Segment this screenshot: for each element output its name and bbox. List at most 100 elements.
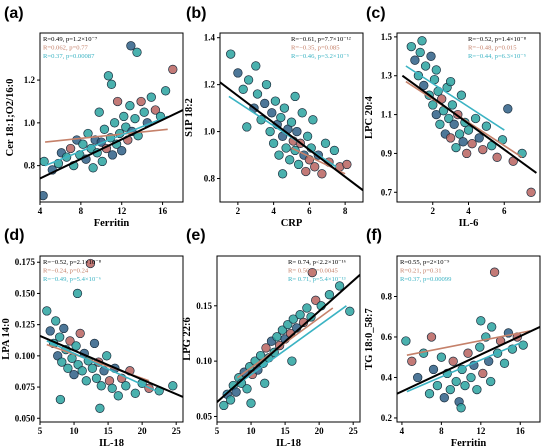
data-point [286, 117, 297, 127]
data-point [225, 395, 236, 405]
y-axis-label: LPG 22:6 [182, 317, 193, 360]
data-point [503, 104, 513, 114]
x-tick-label: 2 [236, 206, 241, 216]
data-point [103, 71, 114, 81]
data-point [445, 384, 455, 395]
x-tick-label: 16 [158, 206, 168, 216]
data-point [260, 98, 270, 109]
x-axis-label: Ferritin [94, 218, 130, 229]
y-tick-label: 0.7 [381, 187, 393, 197]
data-point [307, 267, 317, 278]
data-point [55, 394, 66, 405]
data-point [295, 310, 305, 320]
regression-line-female [406, 330, 531, 356]
data-point [407, 356, 417, 366]
data-point [451, 142, 461, 153]
data-point [168, 64, 178, 75]
data-point [297, 108, 307, 118]
data-point [251, 61, 261, 71]
data-point [274, 150, 284, 160]
data-point [281, 143, 291, 153]
x-tick-label: 10 [70, 426, 80, 436]
data-point [424, 389, 435, 399]
data-point [121, 381, 131, 391]
data-point [444, 113, 454, 124]
y-tick-label: 1.0 [24, 118, 36, 128]
x-tick-label: 20 [315, 426, 325, 436]
regression-line-all [401, 74, 537, 174]
data-point [481, 121, 492, 131]
data-point [432, 380, 443, 391]
stat-annotation: R=−0.24, p=0.24 [43, 268, 89, 275]
x-tick-label: 8 [79, 206, 84, 216]
data-point [160, 86, 171, 96]
stat-annotation: R=0.062, p=0.77 [43, 45, 89, 52]
data-point [168, 381, 178, 391]
regression-line-male [405, 65, 505, 131]
data-point [119, 111, 129, 122]
data-point [329, 145, 340, 156]
x-tick-label: 6 [307, 206, 312, 216]
data-point [243, 75, 254, 85]
data-point [290, 91, 300, 102]
data-point [518, 340, 528, 350]
data-point [107, 383, 117, 393]
panel-letter: (d) [4, 227, 24, 244]
data-point [42, 306, 52, 316]
data-point [445, 76, 456, 87]
data-point [476, 316, 486, 326]
stat-annotation: R=0.37, p=0.00087 [43, 53, 95, 60]
plot-frame [216, 255, 361, 423]
y-tick-label: 0.100 [15, 351, 36, 361]
x-tick-label: 5 [215, 426, 220, 436]
data-point [87, 363, 98, 373]
data-point [487, 322, 497, 332]
x-axis-label: CRP [281, 218, 303, 229]
data-point [499, 358, 510, 368]
x-axis-label: IL-18 [99, 438, 124, 446]
data-point [324, 290, 335, 300]
data-point [470, 113, 481, 124]
y-axis-label: TG 18:0_58:7 [364, 308, 375, 370]
y-axis-label: Cer 18:1;O2/16:0 [5, 79, 16, 157]
data-point [415, 47, 425, 58]
x-tick-label: 8 [343, 206, 348, 216]
data-point [279, 103, 290, 113]
data-point [150, 105, 161, 115]
panel-letter: (a) [4, 5, 24, 22]
data-point [75, 328, 85, 339]
data-point [486, 376, 496, 387]
regression-line-male [46, 340, 157, 392]
data-point [233, 68, 243, 78]
data-point [456, 403, 466, 413]
panel-letter: (f) [366, 227, 382, 244]
y-tick-label: 0.075 [15, 382, 36, 392]
regression-line-male [223, 305, 347, 395]
x-axis-label: IL-6 [459, 218, 479, 229]
y-tick-label: 0.4 [381, 372, 393, 382]
data-point [130, 388, 140, 398]
x-tick-label: 16 [516, 426, 526, 436]
data-point [474, 133, 484, 143]
data-point [270, 96, 281, 106]
x-tick-label: 4 [38, 206, 43, 216]
data-point [65, 336, 75, 346]
data-point [420, 61, 431, 71]
stat-annotation: R= 0.56, p=0.0045 [288, 268, 338, 275]
x-tick-label: 12 [117, 206, 127, 216]
stat-annotation: R=−0.35, p=0.085 [291, 45, 340, 52]
data-point [342, 159, 352, 170]
stat-annotation: R=−0.44, p=6.3×10⁻⁵ [468, 53, 526, 60]
panel-a: (a) 4 8 12 16 0.8 1.0 1.2 Ferritin Cer 18:1;O2/16… [4, 5, 184, 229]
x-axis-label: IL-18 [276, 438, 301, 446]
panel-e: (e) 5 10 15 20 25 0.05 0.10 0.15 IL-18 LPG 22:6 R= … [182, 227, 361, 446]
data-point [132, 47, 142, 57]
y-tick-label: 0.15 [196, 301, 212, 311]
data-point [40, 156, 49, 167]
y-tick-label: 0.9 [381, 148, 393, 158]
data-point [302, 131, 313, 141]
data-point [65, 143, 76, 154]
y-tick-label: 1.4 [204, 33, 216, 43]
regression-line-all [220, 81, 363, 192]
